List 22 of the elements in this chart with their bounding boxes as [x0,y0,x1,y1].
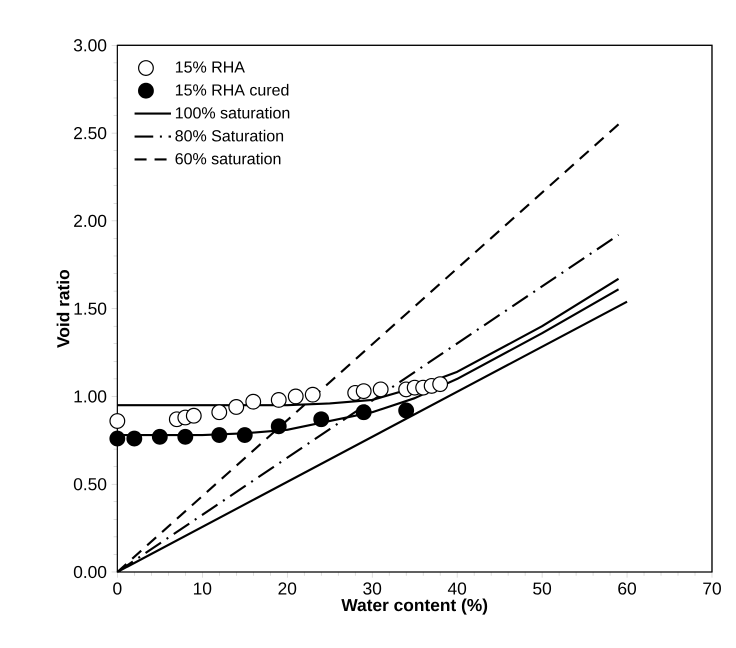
y-tick-label: 3.00 [74,39,106,52]
legend-label: 80% Saturation [175,130,284,142]
x-tick-label: 10 [194,582,212,595]
x-tick-label: 20 [278,582,296,595]
y-tick-label: 0.50 [74,478,106,490]
x-tick-label: 70 [703,582,721,595]
y-tick-label: 1.50 [74,302,106,315]
x-tick-label: 40 [448,582,466,595]
y-tick-label: 2.00 [74,214,106,228]
y-tick-label: 0.00 [74,566,106,578]
y-tick-label: 2.50 [74,126,106,140]
x-axis-title: Water content (%) [341,598,488,615]
x-tick-label: 30 [363,582,382,595]
legend-label: 100% saturation [176,106,290,119]
legend-label: 60% saturation [176,152,280,164]
legend-label: 15% RHA [176,61,245,73]
y-axis-title: Void ratio [56,270,70,348]
x-tick-label: 60 [618,582,636,595]
x-tick-label: 0 [113,582,122,595]
y-tick-label: 1.00 [74,390,106,403]
legend-label: 15% RHA cured [176,84,288,96]
x-tick-label: 50 [533,582,552,595]
